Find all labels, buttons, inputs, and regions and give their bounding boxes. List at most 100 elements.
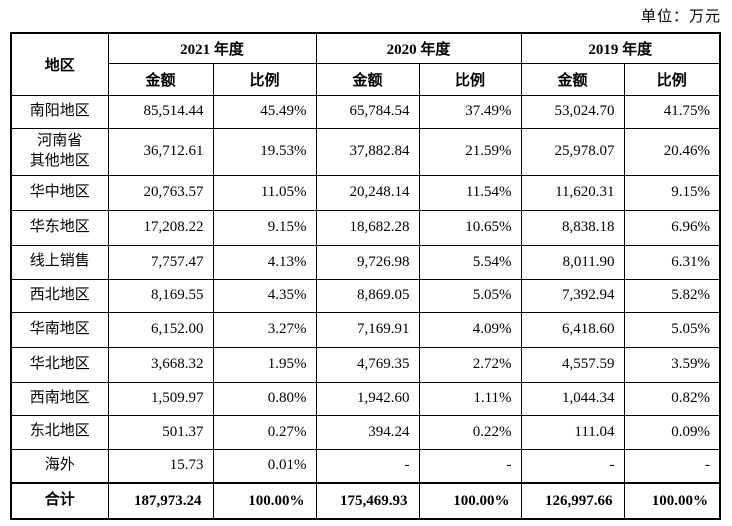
total-amount-2021: 187,973.24 — [107, 482, 214, 520]
region-label: 西南地区 — [10, 381, 109, 416]
ratio-2021: 3.27% — [212, 311, 317, 348]
amount-2020: 18,682.28 — [315, 209, 420, 246]
amount-2019: 8,838.18 — [520, 209, 625, 246]
ratio-2020: - — [418, 448, 522, 484]
ratio-2019: 5.82% — [623, 278, 721, 313]
amount-2021: 15.73 — [107, 448, 214, 484]
table-row-huabei: 华北地区 3,668.32 1.95% 4,769.35 2.72% 4,557… — [10, 346, 721, 383]
ratio-2019: 5.05% — [623, 311, 721, 348]
ratio-2021: 4.13% — [212, 244, 317, 280]
amount-2020: 8,869.05 — [315, 278, 420, 313]
amount-2021: 36,712.61 — [107, 127, 214, 176]
amount-2021: 3,668.32 — [107, 346, 214, 383]
table-row-overseas: 海外 15.73 0.01% - - - - — [10, 448, 721, 484]
amount-2019: 8,011.90 — [520, 244, 625, 280]
table-row-nanyang: 南阳地区 85,514.44 45.49% 65,784.54 37.49% 5… — [10, 94, 721, 129]
header-row-subcolumns: 金额 比例 金额 比例 金额 比例 — [11, 62, 721, 96]
region-label: 东北地区 — [10, 414, 109, 450]
header-ratio-2019: 比例 — [623, 62, 721, 96]
amount-2019: 53,024.70 — [520, 94, 625, 129]
header-amount-2021: 金额 — [107, 62, 214, 96]
ratio-2020: 0.22% — [418, 414, 522, 450]
ratio-2020: 1.11% — [418, 381, 522, 416]
amount-2020: 1,942.60 — [315, 381, 420, 416]
ratio-2021: 19.53% — [212, 127, 317, 176]
header-region: 地区 — [10, 32, 109, 96]
ratio-2019: 6.31% — [623, 244, 721, 280]
header-ratio-2020: 比例 — [418, 62, 522, 96]
header-row-years: 地区 2021 年度 2020 年度 2019 年度 — [10, 32, 721, 96]
region-label: 海外 — [10, 448, 109, 484]
ratio-2020: 2.72% — [418, 346, 522, 383]
total-amount-2020: 175,469.93 — [315, 482, 420, 520]
ratio-2021: 0.01% — [212, 448, 317, 484]
region-label: 线上销售 — [10, 244, 109, 280]
region-label: 南阳地区 — [10, 94, 109, 129]
ratio-2019: 3.59% — [623, 346, 721, 383]
amount-2021: 6,152.00 — [107, 311, 214, 348]
amount-2019: 1,044.34 — [520, 381, 625, 416]
table-row-xibei: 西北地区 8,169.55 4.35% 8,869.05 5.05% 7,392… — [10, 278, 721, 313]
amount-2021: 8,169.55 — [107, 278, 214, 313]
amount-2019: 7,392.94 — [520, 278, 625, 313]
total-amount-2019: 126,997.66 — [520, 482, 625, 520]
amount-2019: 6,418.60 — [520, 311, 625, 348]
amount-2021: 1,509.97 — [107, 381, 214, 416]
region-label: 华东地区 — [10, 209, 109, 246]
ratio-2019: - — [623, 448, 721, 484]
ratio-2020: 21.59% — [418, 127, 522, 176]
ratio-2021: 45.49% — [212, 94, 317, 129]
table-row-online-sales: 线上销售 7,757.47 4.13% 9,726.98 5.54% 8,011… — [10, 244, 721, 280]
total-ratio-2021: 100.00% — [212, 482, 317, 520]
ratio-2020: 5.05% — [418, 278, 522, 313]
header-amount-2020: 金额 — [315, 62, 420, 96]
ratio-2021: 9.15% — [212, 209, 317, 246]
amount-2020: 37,882.84 — [315, 127, 420, 176]
amount-2019: 25,978.07 — [520, 127, 625, 176]
ratio-2021: 0.80% — [212, 381, 317, 416]
header-year-2020: 2020 年度 — [315, 32, 522, 64]
region-sales-table: 地区 2021 年度 2020 年度 2019 年度 金额 比例 金额 比例 金… — [10, 32, 722, 520]
region-label: 西北地区 — [10, 278, 109, 313]
ratio-2021: 11.05% — [212, 174, 317, 211]
ratio-2021: 0.27% — [212, 414, 317, 450]
amount-2019: 11,620.31 — [520, 174, 625, 211]
amount-2019: 111.04 — [520, 414, 625, 450]
table-row-huadong: 华东地区 17,208.22 9.15% 18,682.28 10.65% 8,… — [10, 209, 721, 246]
unit-label: 单位：万元 — [640, 9, 721, 25]
ratio-2019: 6.96% — [623, 209, 721, 246]
amount-2019: 4,557.59 — [520, 346, 625, 383]
ratio-2021: 1.95% — [212, 346, 317, 383]
table-row-xinan: 西南地区 1,509.97 0.80% 1,942.60 1.11% 1,044… — [10, 381, 721, 416]
header-year-2021: 2021 年度 — [107, 32, 317, 64]
total-label: 合计 — [10, 482, 109, 520]
header-amount-2019: 金额 — [520, 62, 625, 96]
amount-2020: 9,726.98 — [315, 244, 420, 280]
amount-2020: 65,784.54 — [315, 94, 420, 129]
amount-2020: - — [315, 448, 420, 484]
table-row-dongbei: 东北地区 501.37 0.27% 394.24 0.22% 111.04 0.… — [10, 414, 721, 450]
amount-2020: 394.24 — [315, 414, 420, 450]
table-row-huazhong: 华中地区 20,763.57 11.05% 20,248.14 11.54% 1… — [10, 174, 721, 211]
region-label: 华南地区 — [10, 311, 109, 348]
amount-2020: 4,769.35 — [315, 346, 420, 383]
ratio-2021: 4.35% — [212, 278, 317, 313]
ratio-2020: 37.49% — [418, 94, 522, 129]
table-row-henan-other: 河南省 其他地区 36,712.61 19.53% 37,882.84 21.5… — [10, 127, 721, 176]
amount-2021: 17,208.22 — [107, 209, 214, 246]
region-label: 华北地区 — [10, 346, 109, 383]
ratio-2020: 5.54% — [418, 244, 522, 280]
amount-2021: 501.37 — [107, 414, 214, 450]
header-year-2019: 2019 年度 — [520, 32, 721, 64]
ratio-2020: 11.54% — [418, 174, 522, 211]
table-row-total: 合计 187,973.24 100.00% 175,469.93 100.00%… — [10, 482, 721, 520]
ratio-2019: 20.46% — [623, 127, 721, 176]
ratio-2019: 41.75% — [623, 94, 721, 129]
amount-2019: - — [520, 448, 625, 484]
ratio-2019: 9.15% — [623, 174, 721, 211]
header-ratio-2021: 比例 — [212, 62, 317, 96]
ratio-2019: 0.09% — [623, 414, 721, 450]
amount-2021: 20,763.57 — [107, 174, 214, 211]
amount-2021: 85,514.44 — [107, 94, 214, 129]
total-ratio-2019: 100.00% — [623, 482, 721, 520]
